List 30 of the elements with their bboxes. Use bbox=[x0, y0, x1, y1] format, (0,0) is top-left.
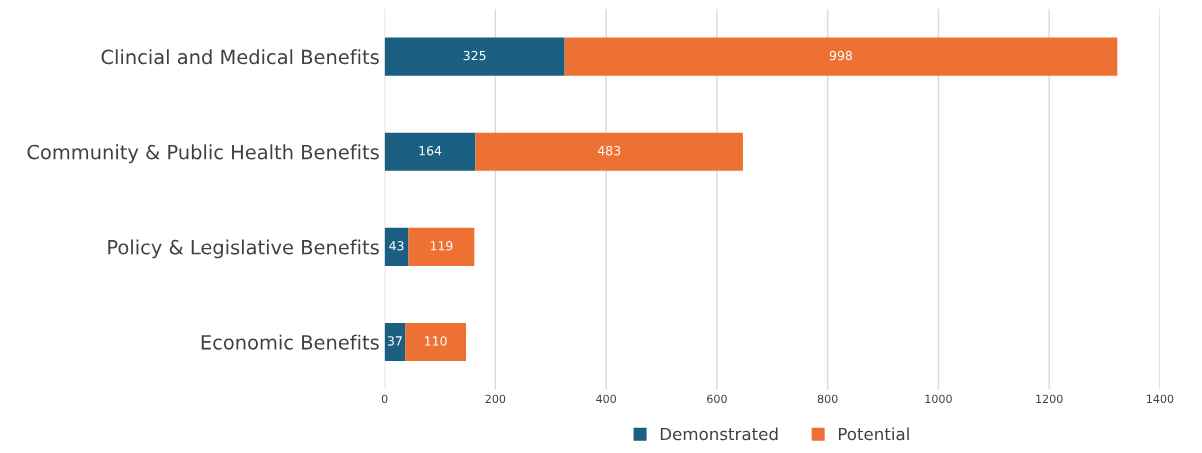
legend-label: Demonstrated bbox=[660, 427, 778, 441]
y-tick-label: Economic Benefits bbox=[201, 334, 379, 350]
data-label: 37 bbox=[387, 336, 402, 346]
x-tick-label: 200 bbox=[485, 394, 506, 404]
bar bbox=[564, 37, 1118, 76]
bar bbox=[384, 37, 565, 76]
y-tick-label: Community & Public Health Benefits bbox=[27, 144, 379, 164]
x-tick-label: 1200 bbox=[1036, 394, 1063, 404]
data-label: 110 bbox=[425, 336, 447, 346]
x-tick-label: 400 bbox=[596, 394, 617, 404]
bar bbox=[384, 322, 406, 362]
data-label: 998 bbox=[829, 50, 853, 61]
bar bbox=[408, 227, 475, 266]
x-tick-label: 0 bbox=[381, 394, 388, 404]
data-label: 483 bbox=[597, 145, 621, 156]
x-tick-label: 1400 bbox=[1147, 394, 1174, 404]
x-tick-label: 800 bbox=[817, 394, 838, 404]
bar bbox=[384, 227, 409, 266]
data-label: 43 bbox=[389, 241, 404, 251]
y-tick-label: Clincial and Medical Benefits bbox=[101, 49, 379, 65]
bar bbox=[475, 132, 743, 171]
data-label: 119 bbox=[430, 241, 453, 251]
data-label: 164 bbox=[419, 145, 442, 156]
data-label: 325 bbox=[463, 50, 486, 61]
x-tick-label: 1000 bbox=[925, 394, 952, 404]
bar bbox=[405, 322, 467, 362]
y-tick-label: Policy & Legislative Benefits bbox=[108, 239, 379, 259]
x-tick-label: 600 bbox=[707, 394, 727, 404]
legend-label: Potential bbox=[838, 427, 909, 441]
bar bbox=[384, 132, 476, 171]
